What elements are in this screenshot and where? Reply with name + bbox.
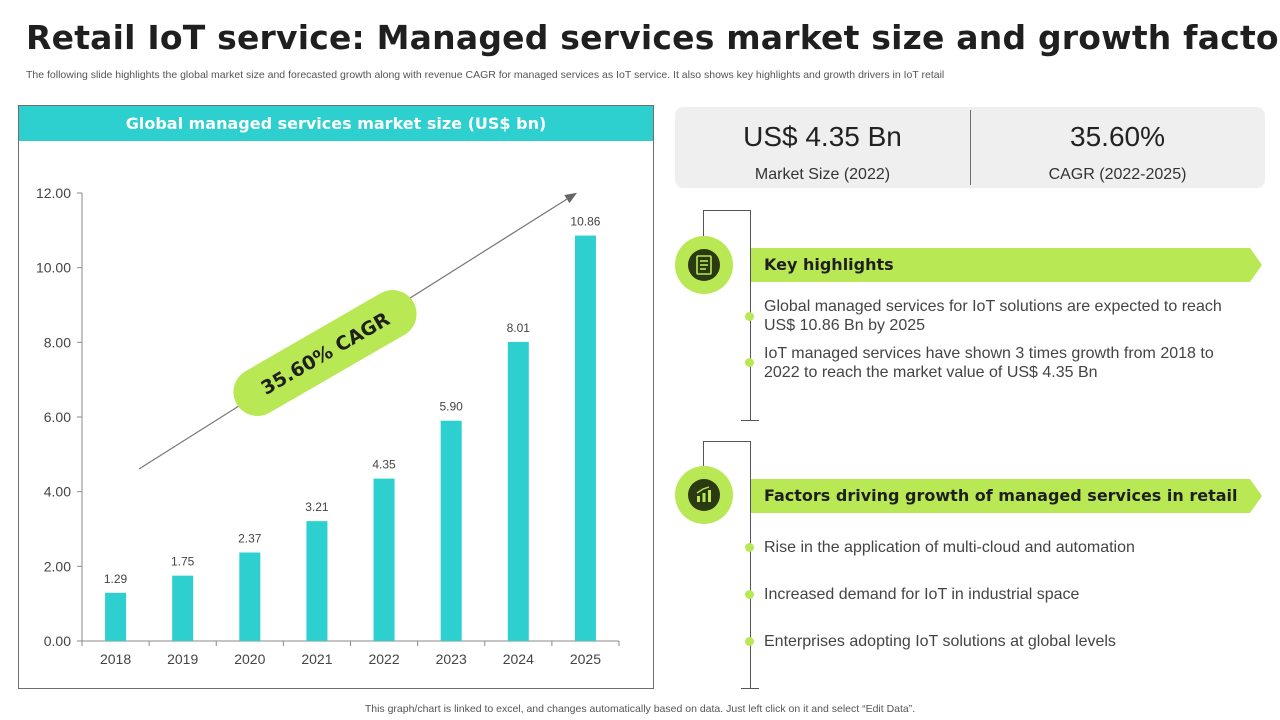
bar-2021 bbox=[306, 521, 328, 641]
footer-note: This graph/chart is linked to excel, and… bbox=[364, 703, 916, 715]
kpi-cagr-value: 35.60% bbox=[1070, 121, 1165, 152]
x-tick-label: 2019 bbox=[167, 651, 198, 667]
data-label-2019: 1.75 bbox=[171, 555, 195, 569]
x-tick-label: 2025 bbox=[570, 651, 601, 667]
y-tick-label: 10.00 bbox=[36, 260, 71, 276]
driver-bullet-3: Enterprises adopting IoT solutions at gl… bbox=[764, 633, 1116, 650]
x-tick-label: 2022 bbox=[368, 651, 399, 667]
data-label-2024: 8.01 bbox=[507, 321, 531, 335]
bullet-dot bbox=[745, 637, 754, 646]
data-label-2018: 1.29 bbox=[104, 572, 128, 586]
bullet-dot bbox=[745, 358, 754, 367]
bar-2018 bbox=[105, 592, 127, 641]
bullet-dot bbox=[745, 312, 754, 321]
bar-2022 bbox=[373, 478, 395, 641]
page-title: Retail IoT service: Managed services mar… bbox=[26, 18, 1280, 57]
bar-2023 bbox=[440, 420, 462, 641]
data-label-2021: 3.21 bbox=[305, 500, 329, 514]
page-subtitle: The following slide highlights the globa… bbox=[26, 69, 945, 81]
bar-2025 bbox=[574, 235, 596, 641]
highlights-icon-badge bbox=[675, 236, 733, 294]
drivers-icon-badge bbox=[675, 466, 733, 524]
x-tick-label: 2018 bbox=[100, 651, 131, 667]
x-tick-label: 2021 bbox=[301, 651, 332, 667]
y-tick-label: 4.00 bbox=[44, 484, 71, 500]
data-label-2020: 2.37 bbox=[238, 532, 262, 546]
document-list-icon bbox=[688, 249, 720, 281]
data-label-2025: 10.86 bbox=[570, 215, 600, 229]
growth-chart-icon bbox=[688, 479, 720, 511]
cagr-annotation: 35.60% CAGR bbox=[233, 290, 417, 416]
bullet-dot bbox=[745, 590, 754, 599]
connector-line bbox=[703, 210, 750, 211]
timeline-end bbox=[741, 688, 759, 689]
driver-bullet-1: Rise in the application of multi-cloud a… bbox=[764, 539, 1135, 556]
kpi-cagr: 35.60% CAGR (2022-2025) bbox=[970, 107, 1265, 188]
bar-chart: 0.00 2.00 4.00 6.00 8.00 10.00 12.00 1.29 2018 1.… bbox=[36, 185, 620, 667]
bar-2024 bbox=[507, 341, 529, 641]
kpi-cagr-label: CAGR (2022-2025) bbox=[1048, 166, 1187, 183]
bar-2019 bbox=[172, 575, 194, 641]
highlight-bullet-1: Global managed services for IoT solution… bbox=[764, 298, 1222, 334]
connector-line bbox=[703, 441, 750, 442]
data-label-2023: 5.90 bbox=[440, 400, 464, 414]
y-tick-label: 6.00 bbox=[44, 409, 71, 425]
kpi-market-size: US$ 4.35 Bn Market Size (2022) bbox=[675, 107, 970, 188]
cagr-pill bbox=[233, 290, 417, 416]
data-label-2022: 4.35 bbox=[372, 458, 396, 472]
y-tick-label: 12.00 bbox=[36, 185, 71, 201]
kpi-divider bbox=[970, 110, 971, 185]
highlight-bullet-2: IoT managed services have shown 3 times … bbox=[764, 345, 1214, 381]
y-tick-label: 8.00 bbox=[44, 334, 71, 350]
timeline-line bbox=[750, 441, 751, 689]
driver-bullet-2: Increased demand for IoT in industrial s… bbox=[764, 586, 1080, 603]
highlights-title: Key highlights bbox=[764, 255, 894, 274]
kpi-box: US$ 4.35 Bn Market Size (2022) 35.60% CA… bbox=[675, 107, 1265, 188]
y-tick-label: 0.00 bbox=[44, 633, 71, 649]
bullet-dot bbox=[745, 543, 754, 552]
kpi-market-size-value: US$ 4.35 Bn bbox=[743, 121, 902, 152]
x-tick-label: 2023 bbox=[436, 651, 467, 667]
drivers-banner: Factors driving growth of managed servic… bbox=[751, 479, 1262, 513]
x-tick-label: 2024 bbox=[503, 651, 534, 667]
connector-line bbox=[703, 210, 704, 240]
chart-title: Global managed services market size (US$… bbox=[19, 106, 653, 141]
x-tick-label: 2020 bbox=[234, 651, 265, 667]
connector-line bbox=[703, 441, 704, 469]
highlights-banner: Key highlights bbox=[751, 248, 1262, 282]
chart-panel: Global managed services market size (US$… bbox=[18, 105, 654, 689]
y-tick-label: 2.00 bbox=[44, 558, 71, 574]
kpi-market-size-label: Market Size (2022) bbox=[754, 166, 891, 183]
drivers-title: Factors driving growth of managed servic… bbox=[764, 486, 1238, 505]
bar-2020 bbox=[239, 552, 261, 641]
timeline-end bbox=[741, 420, 759, 421]
